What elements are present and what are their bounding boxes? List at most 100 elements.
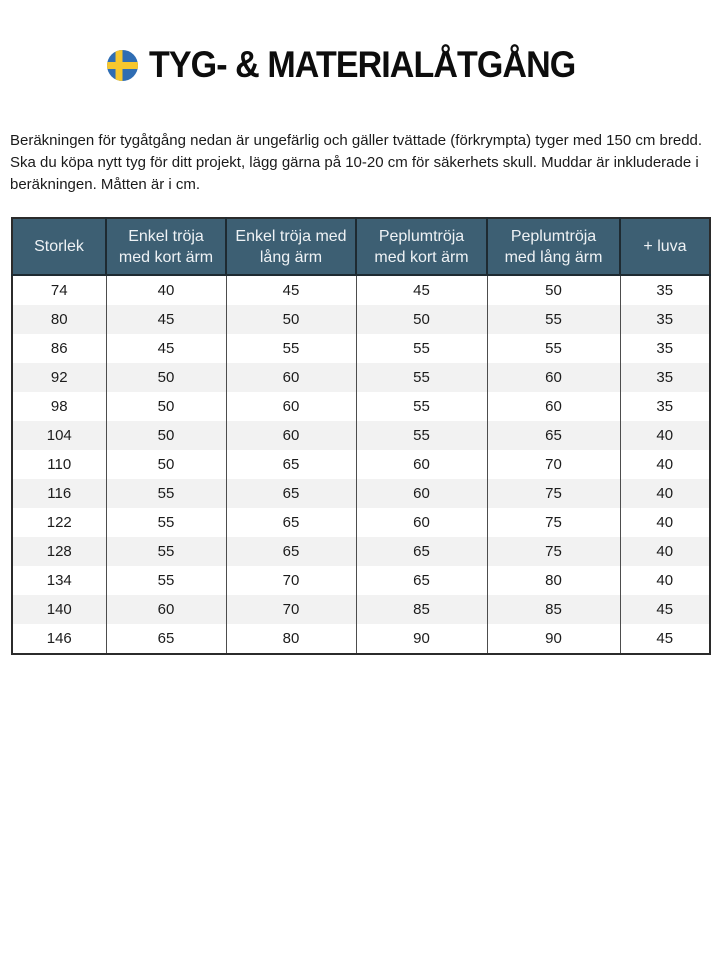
page-title: TYG- & MATERIALÅTGÅNG — [149, 44, 576, 85]
table-cell: 60 — [355, 479, 487, 508]
fabric-requirements-table: Storlek Enkel tröja med kort ärm Enkel t… — [11, 217, 711, 655]
table-cell: 45 — [105, 305, 226, 334]
table-cell-size: 86 — [50, 340, 68, 357]
table-cell: 50 — [105, 450, 226, 479]
table-cell: 35 — [619, 363, 710, 392]
table-row: 134 55 70 65 80 40 — [12, 566, 710, 595]
table-cell: 40 — [619, 508, 710, 537]
table-header-row: Storlek Enkel tröja med kort ärm Enkel t… — [12, 218, 710, 276]
table-cell: 50 — [225, 305, 356, 334]
table-cell: 60 — [225, 421, 356, 450]
table-cell: 80 — [225, 624, 356, 654]
table-row: 146 65 80 90 90 45 — [12, 624, 710, 654]
column-header-enkel-kort: Enkel tröja med kort ärm — [105, 218, 226, 276]
table-cell: 50 — [486, 275, 620, 305]
table-cell: 90 — [486, 624, 620, 654]
table-cell: 55 — [105, 479, 226, 508]
table-cell: 35 — [619, 275, 710, 305]
table-cell: 60 — [225, 363, 356, 392]
table-cell-size: 92 — [50, 369, 68, 386]
table-cell: 80 — [486, 566, 620, 595]
table-cell: 75 — [486, 479, 620, 508]
table-cell: 90 — [355, 624, 487, 654]
table-cell: 40 — [619, 566, 710, 595]
table-cell-size: 128 — [46, 543, 72, 560]
table-cell: 55 — [355, 421, 487, 450]
column-header-peplum-kort: Peplumtröja med kort ärm — [355, 218, 487, 276]
table-cell-size: 122 — [46, 514, 72, 531]
table-cell: 40 — [619, 421, 710, 450]
column-header-enkel-lang: Enkel tröja med lång ärm — [225, 218, 356, 276]
column-header-peplum-lang: Peplumtröja med lång ärm — [486, 218, 620, 276]
table-cell: 85 — [355, 595, 487, 624]
table-cell-size: 116 — [47, 485, 72, 502]
table-cell: 55 — [355, 334, 487, 363]
table-row: 86 45 55 55 55 35 — [12, 334, 710, 363]
table-cell: 65 — [225, 537, 356, 566]
table-cell: 55 — [105, 537, 226, 566]
intro-paragraph: Beräkningen för tygåtgång nedan är ungef… — [10, 132, 703, 193]
table-row: 116 55 65 60 75 40 — [12, 479, 710, 508]
table-cell: 85 — [486, 595, 620, 624]
table-cell: 55 — [105, 508, 226, 537]
table-cell: 75 — [486, 508, 620, 537]
table-cell: 65 — [225, 450, 356, 479]
table-cell: 35 — [619, 305, 710, 334]
table-cell: 60 — [486, 363, 620, 392]
table-row: 140 60 70 85 85 45 — [12, 595, 710, 624]
table-cell-size: 98 — [50, 398, 68, 415]
table-cell: 35 — [619, 334, 710, 363]
table-row: 74 40 45 45 50 35 — [12, 275, 710, 305]
table-cell: 70 — [486, 450, 620, 479]
table-cell: 40 — [619, 537, 710, 566]
table-cell: 65 — [225, 508, 356, 537]
table-cell: 40 — [619, 479, 710, 508]
table-cell: 60 — [105, 595, 226, 624]
table-cell: 55 — [486, 305, 620, 334]
table-cell: 65 — [225, 479, 356, 508]
table-cell: 65 — [105, 624, 226, 654]
table-cell-size: 104 — [46, 427, 72, 444]
table-cell: 65 — [355, 537, 487, 566]
table-cell: 60 — [486, 392, 620, 421]
swedish-flag-round-icon — [107, 49, 139, 81]
table-cell: 50 — [105, 363, 226, 392]
table-cell: 40 — [619, 450, 710, 479]
table-cell: 70 — [225, 595, 356, 624]
column-header-storlek: Storlek — [12, 218, 106, 276]
table-cell: 45 — [105, 334, 226, 363]
table-cell: 60 — [355, 508, 487, 537]
table-row: 98 50 60 55 60 35 — [12, 392, 710, 421]
table-cell: 65 — [355, 566, 487, 595]
table-cell: 55 — [486, 334, 620, 363]
table-cell: 45 — [619, 624, 710, 654]
table-cell-size: 146 — [46, 630, 72, 647]
table-cell: 65 — [486, 421, 620, 450]
table-cell: 40 — [105, 275, 226, 305]
table-row: 80 45 50 50 55 35 — [12, 305, 710, 334]
table-row: 122 55 65 60 75 40 — [12, 508, 710, 537]
table-cell-size: 140 — [46, 601, 72, 618]
table-body: 74 40 45 45 50 35 80 45 50 50 55 35 86 4… — [12, 275, 710, 654]
table-cell: 45 — [355, 275, 487, 305]
table-cell: 55 — [105, 566, 226, 595]
table-cell: 55 — [225, 334, 356, 363]
table-cell: 55 — [355, 363, 487, 392]
table-cell: 50 — [355, 305, 487, 334]
table-row: 110 50 65 60 70 40 — [12, 450, 710, 479]
table-row: 128 55 65 65 75 40 — [12, 537, 710, 566]
table-cell-size: 110 — [47, 456, 72, 473]
table-cell: 75 — [486, 537, 620, 566]
title-row: TYG- & MATERIALÅTGÅNG — [0, 0, 720, 86]
table-cell: 45 — [619, 595, 710, 624]
table-cell: 60 — [355, 450, 487, 479]
table-cell: 55 — [355, 392, 487, 421]
table-cell: 50 — [105, 392, 226, 421]
table-cell: 70 — [225, 566, 356, 595]
table-cell: 60 — [225, 392, 356, 421]
table-cell: 35 — [619, 392, 710, 421]
column-header-luva: + luva — [619, 218, 710, 276]
table-cell-size: 134 — [46, 572, 72, 589]
table-cell-size: 80 — [50, 311, 68, 328]
